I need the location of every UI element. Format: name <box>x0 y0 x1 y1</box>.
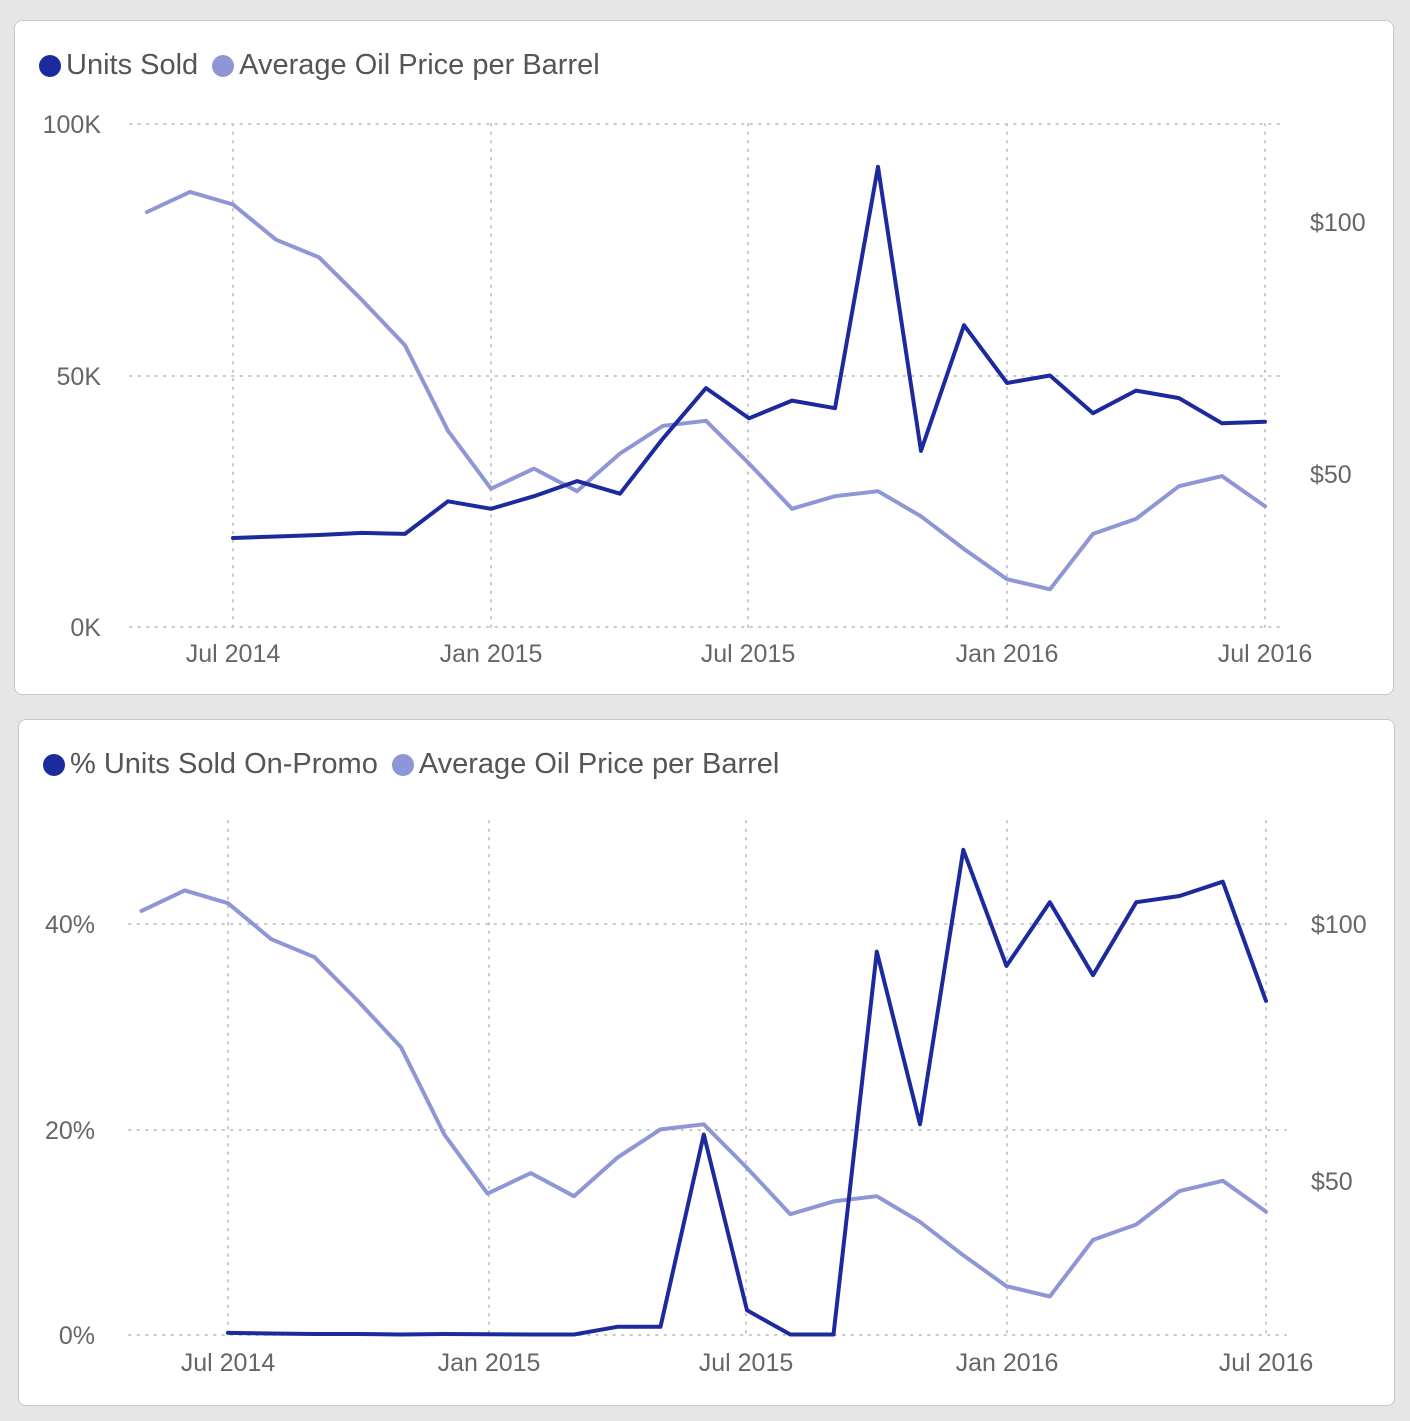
y-left-tick-label: 0% <box>59 1322 95 1350</box>
y-left-tick-label: 50K <box>57 363 102 391</box>
legend-item-oil-price[interactable]: Average Oil Price per Barrel <box>391 748 780 781</box>
y-right-tick-label: $50 <box>1310 461 1352 489</box>
legend-marker-icon <box>391 753 414 776</box>
legend-label: Average Oil Price per Barrel <box>418 748 780 780</box>
x-tick-label: Jan 2016 <box>956 1349 1059 1377</box>
chart-legend: % Units Sold On-Promo Average Oil Price … <box>43 748 793 781</box>
x-tick-label: Jul 2016 <box>1219 1349 1314 1377</box>
chart-legend: Units Sold Average Oil Price per Barrel <box>39 49 614 82</box>
y-right-tick-label: $100 <box>1311 911 1367 939</box>
promo-share-plot: 0% 20% 40% $50 $100 Jul 2014 Jan 2015 Jul 2015 J… <box>45 820 1367 1377</box>
legend-marker-icon <box>212 54 235 77</box>
x-tick-label: Jul 2015 <box>701 640 796 668</box>
legend-item-promo-share[interactable]: % Units Sold On-Promo <box>43 748 378 781</box>
legend-item-units-sold[interactable]: Units Sold <box>39 49 198 82</box>
x-tick-label: Jul 2014 <box>181 1349 276 1377</box>
y-left-tick-label: 20% <box>45 1117 95 1145</box>
y-right-tick-label: $100 <box>1310 209 1366 237</box>
units-sold-chart-card: Units Sold Average Oil Price per Barrel … <box>14 20 1394 695</box>
units-sold-plot: 0K 50K 100K $50 $100 Jul 2014 Jan 2015 Jul 2015… <box>43 111 1366 668</box>
legend-label: Units Sold <box>66 49 199 81</box>
x-tick-label: Jul 2016 <box>1218 640 1313 668</box>
y-left-tick-label: 100K <box>43 111 102 139</box>
legend-item-oil-price[interactable]: Average Oil Price per Barrel <box>212 49 600 82</box>
legend-marker-icon <box>39 54 61 77</box>
series-line-oil-price[interactable] <box>145 189 1267 592</box>
x-tick-label: Jan 2015 <box>438 1349 541 1377</box>
legend-label: Average Oil Price per Barrel <box>239 49 600 81</box>
y-right-tick-label: $50 <box>1311 1168 1353 1196</box>
x-tick-label: Jan 2015 <box>440 640 543 668</box>
x-tick-label: Jul 2015 <box>699 1349 794 1377</box>
series-line-primary[interactable] <box>226 847 1268 1337</box>
promo-chart-card: % Units Sold On-Promo Average Oil Price … <box>18 719 1395 1406</box>
y-left-tick-label: 40% <box>45 911 95 939</box>
series-line-oil-price[interactable] <box>139 888 1268 1299</box>
legend-label: % Units Sold On-Promo <box>70 748 378 780</box>
legend-marker-icon <box>43 753 65 776</box>
series-line-primary[interactable] <box>231 164 1267 540</box>
x-tick-label: Jul 2014 <box>186 640 281 668</box>
x-tick-label: Jan 2016 <box>956 640 1059 668</box>
y-left-tick-label: 0K <box>70 614 101 642</box>
